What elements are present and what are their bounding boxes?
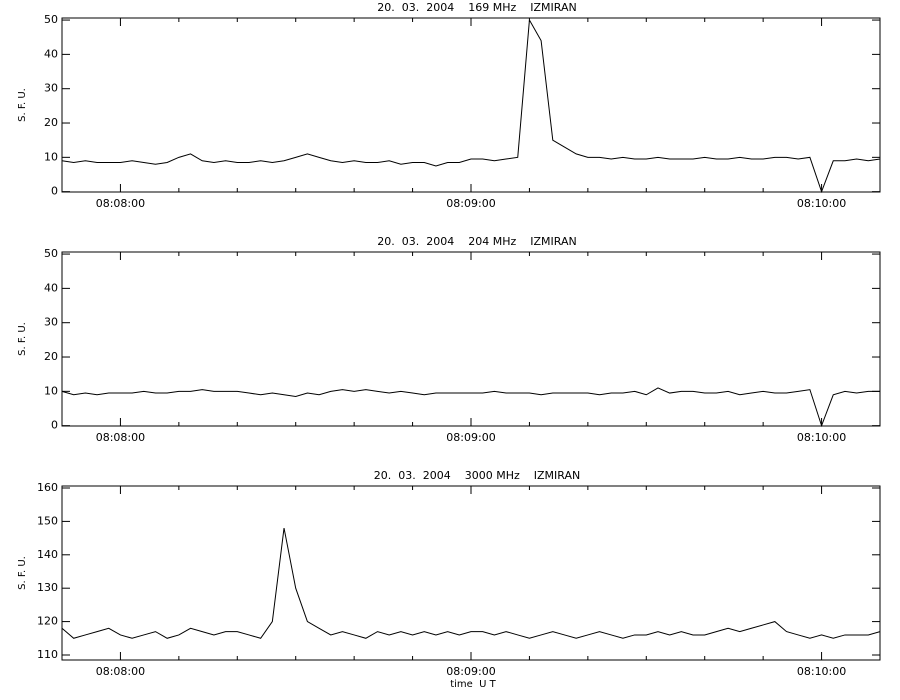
y-tick-label: 40 — [44, 47, 58, 60]
flux-line — [61, 387, 880, 428]
y-axis-label: S. F. U. — [17, 322, 28, 356]
y-tick-label: 20 — [44, 116, 58, 129]
x-tick-label: 08:08:00 — [96, 431, 145, 444]
y-tick-label: 120 — [37, 615, 58, 628]
y-tick-label: 10 — [44, 150, 58, 163]
x-tick-label: 08:09:00 — [446, 431, 495, 444]
flux-line — [61, 18, 881, 194]
y-tick-label: 0 — [51, 185, 58, 198]
y-tick-label: 160 — [37, 481, 58, 494]
y-tick-label: 130 — [37, 581, 58, 594]
x-tick-label: 08:09:00 — [446, 665, 495, 678]
y-tick-label: 0 — [51, 419, 58, 432]
x-tick-label: 08:10:00 — [797, 197, 846, 210]
panel-title: 20. 03. 2004 169 MHz IZMIRAN — [377, 1, 576, 14]
y-tick-label: 30 — [44, 316, 58, 329]
flux-line — [61, 527, 881, 639]
plot-frame — [61, 485, 881, 661]
y-tick-label: 30 — [44, 82, 58, 95]
y-tick-label: 110 — [37, 648, 58, 661]
x-tick-label: 08:08:00 — [96, 665, 145, 678]
y-tick-label: 50 — [44, 247, 58, 260]
plot-frame — [61, 251, 881, 427]
panel-title: 20. 03. 2004 3000 MHz IZMIRAN — [374, 469, 580, 482]
y-tick-label: 40 — [44, 281, 58, 294]
y-axis-label: S. F. U. — [17, 88, 28, 122]
y-tick-label: 20 — [44, 350, 58, 363]
y-axis-label: S. F. U. — [17, 556, 28, 590]
y-tick-label: 50 — [44, 13, 58, 26]
y-tick-label: 140 — [37, 548, 58, 561]
plot-frame — [61, 17, 881, 193]
x-tick-label: 08:08:00 — [96, 197, 145, 210]
y-tick-label: 10 — [44, 384, 58, 397]
x-axis-label: time U T — [450, 679, 496, 690]
x-tick-label: 08:10:00 — [797, 431, 846, 444]
x-tick-label: 08:09:00 — [446, 197, 495, 210]
panel-title: 20. 03. 2004 204 MHz IZMIRAN — [377, 235, 576, 248]
x-tick-label: 08:10:00 — [797, 665, 846, 678]
y-tick-label: 150 — [37, 514, 58, 527]
